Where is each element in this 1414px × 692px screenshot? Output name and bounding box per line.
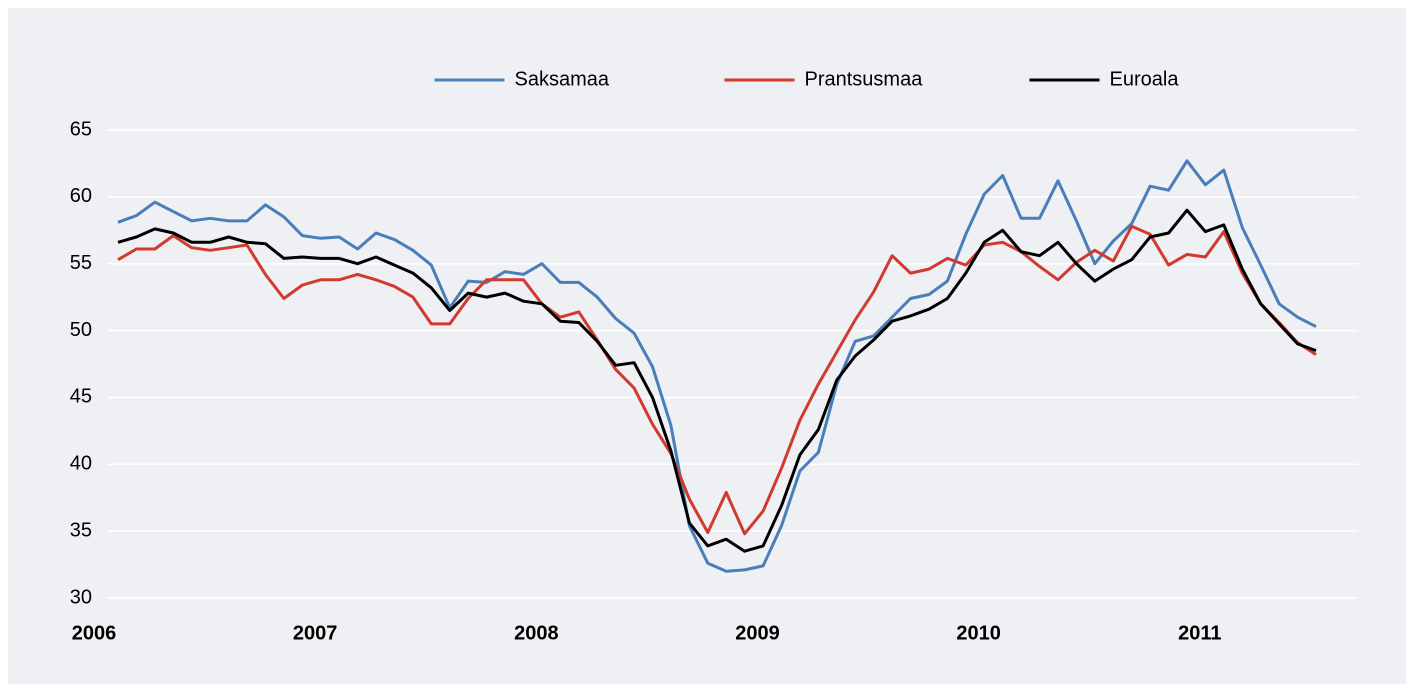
x-tick-label: 2007 <box>293 622 338 644</box>
x-tick-label: 2010 <box>956 622 1001 644</box>
legend-label: Euroala <box>1110 68 1180 90</box>
y-tick-label: 60 <box>70 185 92 207</box>
y-tick-label: 35 <box>70 519 92 541</box>
y-tick-label: 40 <box>70 453 92 475</box>
line-series <box>117 159 1317 573</box>
legend-label: Saksamaa <box>515 68 610 90</box>
legend-label: Prantsusmaa <box>805 68 924 90</box>
x-tick-label: 2011 <box>1178 622 1221 644</box>
x-tick-label: 2006 <box>72 622 117 644</box>
line-series <box>117 208 1317 553</box>
y-tick-label: 45 <box>70 386 92 408</box>
chart-panel <box>8 8 1406 684</box>
x-tick-label: 2008 <box>514 622 559 644</box>
x-tick-label: 2009 <box>735 622 780 644</box>
y-tick-label: 50 <box>70 319 92 341</box>
y-tick-label: 30 <box>70 586 92 608</box>
y-tick-label: 65 <box>70 118 92 140</box>
line-series <box>117 224 1317 536</box>
y-tick-label: 55 <box>70 252 92 274</box>
